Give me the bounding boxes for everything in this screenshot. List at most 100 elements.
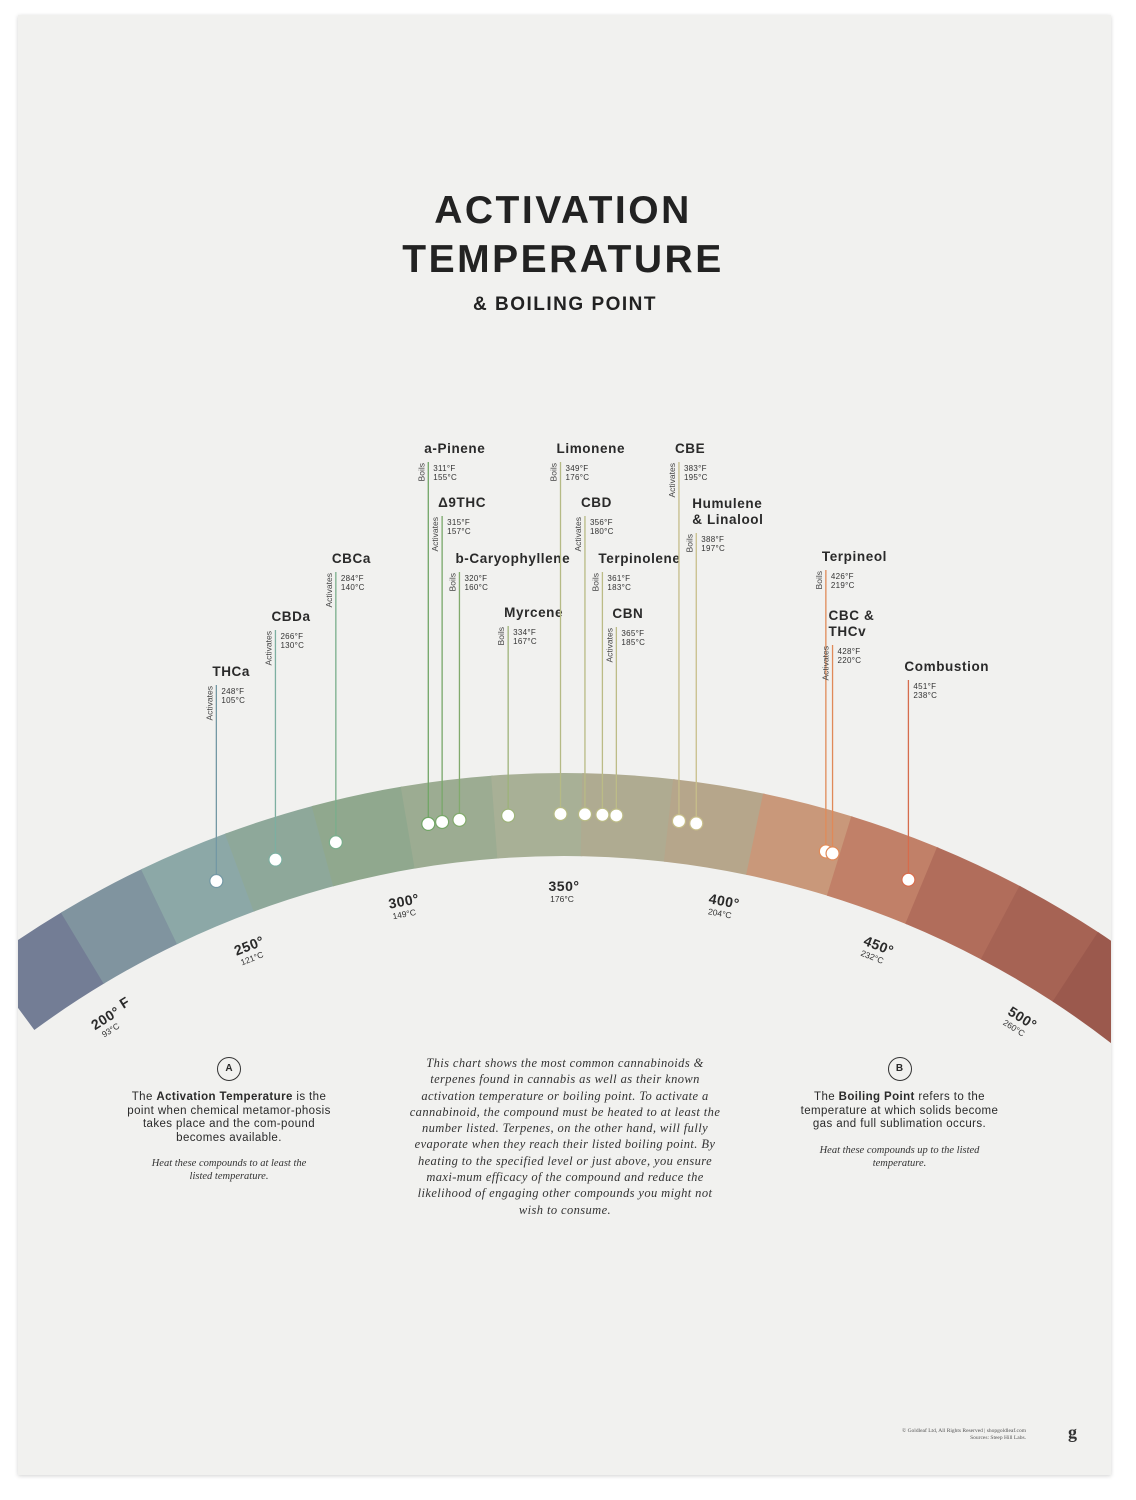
tick-fahrenheit: 350° [549, 878, 580, 894]
compound-dot [901, 872, 916, 887]
compound-fahrenheit: 428°F [838, 647, 861, 656]
compound-kind: Activates [667, 463, 677, 498]
tick-label: 200°F93°C [88, 993, 133, 1039]
compound-name: CBD [581, 495, 612, 510]
compound-fahrenheit: 383°F [684, 464, 707, 473]
compound-celsius: 220°C [838, 656, 862, 665]
title-line-2: TEMPERATURE [402, 238, 723, 281]
compound-fahrenheit: 388°F [701, 535, 724, 544]
tick-label: 400°204°C [707, 890, 741, 920]
badge-a: A [217, 1057, 241, 1081]
tick-label: 450°232°C [859, 932, 896, 965]
compound-name: Combustion [904, 659, 989, 674]
activation-explainer: A The Activation Temperature is the poin… [118, 1057, 340, 1183]
compound-name: THCv [829, 624, 867, 639]
copyright: © Goldleaf Ltd, All Rights Reserved | sh… [902, 1428, 1026, 1434]
compound-name: THCa [212, 664, 250, 679]
band-segment [311, 786, 417, 887]
goldleaf-logo: g [1068, 1422, 1077, 1442]
sources: Sources: Steep Hill Labs. [970, 1435, 1026, 1441]
boiling-text: The Boiling Point refers to the temperat… [800, 1091, 999, 1130]
band-segment [141, 833, 256, 945]
boiling-explainer: B The Boiling Point refers to the temper… [797, 1057, 1002, 1170]
compound-kind: Boils [814, 571, 824, 589]
tick-label: 350°176°C [549, 878, 580, 904]
footer: © Goldleaf Ltd, All Rights Reserved | sh… [902, 1428, 1026, 1442]
compound-name: & Linalool [692, 512, 763, 527]
compound-name: Δ9THC [438, 495, 486, 510]
compound-dot [553, 806, 568, 822]
tick-fahrenheit: 400° [708, 890, 741, 911]
compound-fahrenheit: 320°F [464, 574, 487, 583]
compound-celsius: 238°C [913, 691, 937, 700]
compound-dot [609, 808, 624, 823]
compound-kind: Boils [496, 627, 506, 645]
compound-kind: Activates [573, 517, 583, 552]
compound-name: Terpineol [822, 549, 887, 564]
compound-dot [209, 873, 224, 889]
compound-kind: Activates [604, 628, 614, 663]
compound-name: a-Pinene [424, 441, 485, 456]
band-segment [18, 911, 106, 1031]
compound-kind: Boils [684, 534, 694, 552]
chart-description: This chart shows the most common cannabi… [409, 1056, 721, 1217]
tick-fahrenheit: 300° [387, 890, 420, 911]
compound-dot [328, 835, 343, 850]
compound-celsius: 183°C [607, 583, 631, 592]
band-segment [905, 847, 1022, 960]
compound-fahrenheit: 451°F [913, 682, 936, 691]
band-segment [400, 775, 500, 869]
compound-kind: Boils [416, 463, 426, 481]
compound-name: CBN [612, 606, 643, 621]
boiling-note: Heat these compounds up to the listed te… [819, 1144, 980, 1169]
compound-dot [452, 812, 467, 827]
badge-b: B [887, 1057, 912, 1081]
compound-fahrenheit: 311°F [433, 464, 455, 473]
temperature-band [18, 772, 1111, 1044]
tick-label: 500°260°C [1001, 1003, 1040, 1038]
compound-fahrenheit: 266°F [280, 632, 303, 641]
compound-fahrenheit: 365°F [621, 629, 644, 638]
compound-kind: Activates [430, 517, 440, 552]
compound-celsius: 197°C [701, 544, 725, 553]
tick-celsius: 149°C [392, 907, 417, 921]
tick-celsius: 204°C [707, 906, 732, 920]
compound-kind: Boils [447, 573, 457, 591]
compound-fahrenheit: 315°F [447, 518, 470, 527]
compound-celsius: 167°C [513, 637, 537, 646]
compound-name: Humulene [692, 496, 762, 511]
subtitle: & BOILING POINT [473, 294, 657, 315]
compound-dot [671, 813, 687, 829]
band-segment [580, 773, 675, 862]
compound-name: CBE [675, 441, 705, 456]
compound-name: CBDa [271, 609, 310, 624]
compound-dot [435, 814, 450, 830]
compound-celsius: 185°C [621, 638, 645, 647]
compound-name: b-Caryophyllene [455, 551, 570, 566]
compound-name: Limonene [557, 441, 626, 456]
compound-fahrenheit: 248°F [221, 687, 244, 696]
band-segment [980, 885, 1100, 1003]
poster [18, 15, 1111, 1475]
compound-name: CBC & [829, 608, 875, 623]
tick-label: 250°121°C [232, 932, 267, 967]
tick-celsius: 176°C [550, 894, 574, 904]
compound-celsius: 176°C [566, 473, 590, 482]
compound-kind: Activates [204, 686, 214, 721]
title-line-1: ACTIVATION [434, 189, 692, 232]
compound-dot [501, 808, 516, 823]
compound-kind: Boils [590, 573, 600, 591]
